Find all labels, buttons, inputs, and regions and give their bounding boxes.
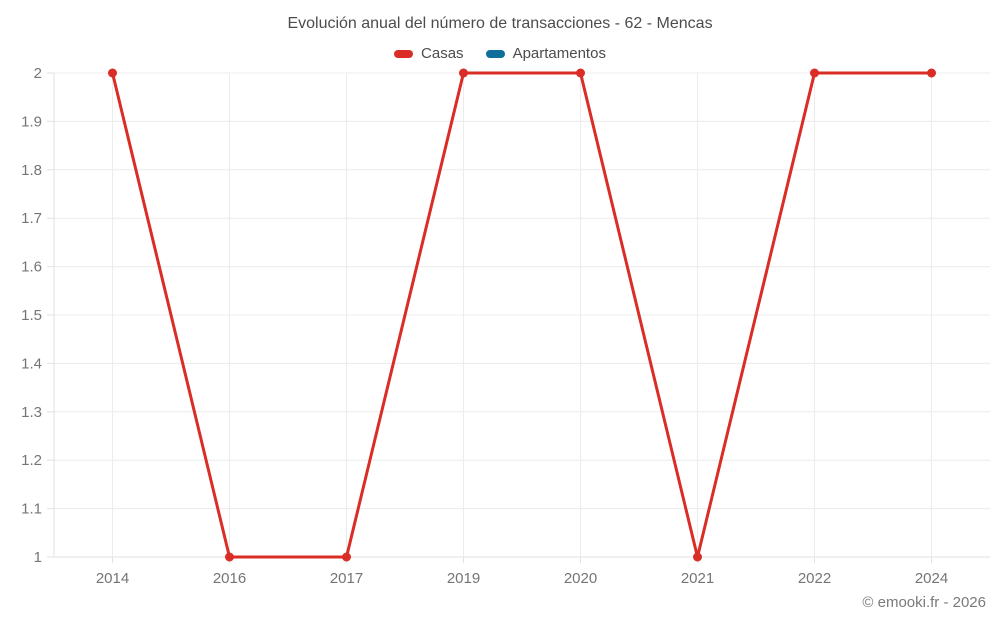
x-tick-label: 2019 xyxy=(447,570,480,587)
y-tick-label: 1 xyxy=(34,549,42,566)
x-tick-label: 2017 xyxy=(330,570,363,587)
data-point-casas[interactable] xyxy=(342,552,351,562)
data-point-casas[interactable] xyxy=(810,68,819,78)
y-tick-label: 1.8 xyxy=(21,162,42,179)
x-tick-label: 2022 xyxy=(798,570,831,587)
x-tick-label: 2014 xyxy=(96,570,129,587)
legend-item-casas[interactable]: Casas xyxy=(394,45,464,62)
attribution-text: © emooki.fr - 2026 xyxy=(862,594,986,611)
y-tick-label: 1.3 xyxy=(21,404,42,421)
x-tick-label: 2021 xyxy=(681,570,714,587)
legend-label-casas: Casas xyxy=(421,45,464,62)
data-point-casas[interactable] xyxy=(108,68,117,78)
data-point-casas[interactable] xyxy=(225,552,234,562)
legend-item-apartamentos[interactable]: Apartamentos xyxy=(485,45,606,62)
y-tick-label: 1.1 xyxy=(21,501,42,518)
y-tick-label: 2 xyxy=(34,65,42,82)
x-tick-label: 2016 xyxy=(213,570,246,587)
chart-title: Evolución anual del número de transaccio… xyxy=(287,15,713,32)
data-point-casas[interactable] xyxy=(576,68,585,78)
x-tick-label: 2020 xyxy=(564,570,597,587)
legend-swatch-apartamentos-icon xyxy=(485,49,505,58)
data-point-casas[interactable] xyxy=(927,68,936,78)
legend-swatch-casas-icon xyxy=(394,49,414,58)
y-tick-label: 1.7 xyxy=(21,210,42,227)
chart-legend: Casas Apartamentos xyxy=(0,45,1000,62)
y-tick-label: 1.4 xyxy=(21,355,42,372)
y-tick-label: 1.9 xyxy=(21,113,42,130)
x-tick-label: 2024 xyxy=(915,570,948,587)
series-line-casas xyxy=(111,71,933,559)
y-tick-label: 1.5 xyxy=(21,307,42,324)
data-point-casas[interactable] xyxy=(693,552,702,562)
data-point-casas[interactable] xyxy=(459,68,468,78)
y-tick-label: 1.2 xyxy=(21,452,42,469)
y-tick-label: 1.6 xyxy=(21,259,42,276)
legend-label-apartamentos: Apartamentos xyxy=(512,45,606,62)
